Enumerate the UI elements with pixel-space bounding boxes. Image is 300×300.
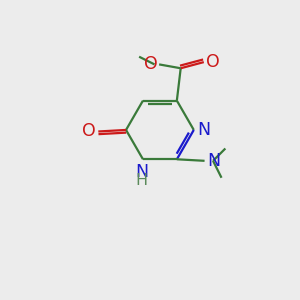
Text: O: O [82, 122, 96, 140]
Text: N: N [198, 121, 211, 139]
Text: H: H [135, 173, 148, 188]
Text: N: N [207, 152, 220, 170]
Text: O: O [144, 56, 158, 74]
Text: O: O [206, 53, 220, 71]
Text: N: N [135, 163, 148, 181]
